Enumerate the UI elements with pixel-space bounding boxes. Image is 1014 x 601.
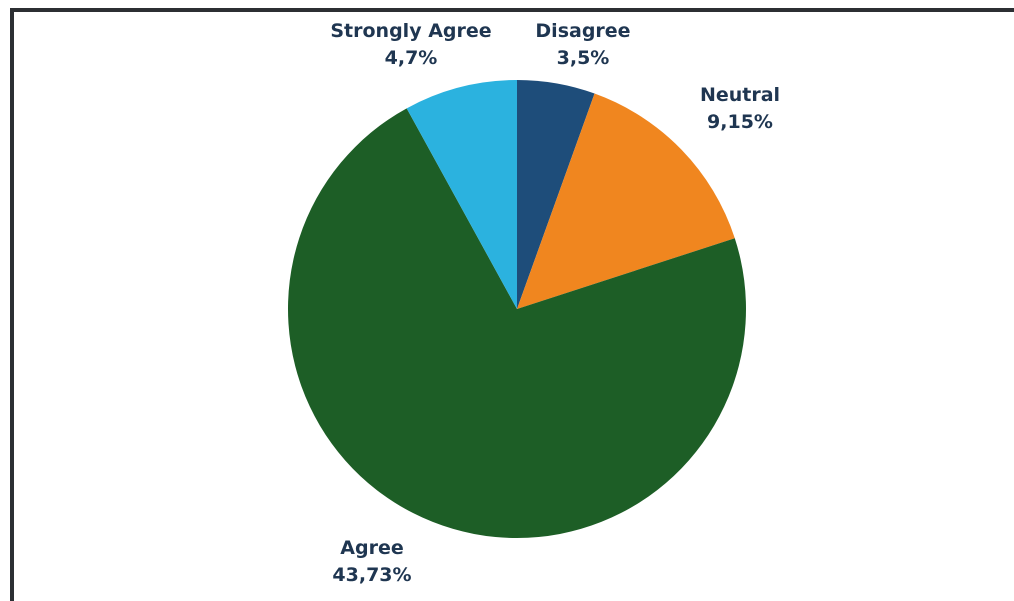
pie-slice-strongly-agree — [406, 80, 517, 309]
slice-label-disagree: Disagree 3,5% — [520, 18, 646, 72]
slice-name-strongly-agree: Strongly Agree — [330, 20, 492, 42]
slice-value-strongly-agree: 4,7% — [384, 47, 438, 69]
slice-label-strongly-agree: Strongly Agree 4,7% — [316, 18, 506, 72]
slice-value-agree: 43,73% — [332, 564, 412, 586]
pie-slice-neutral — [517, 93, 735, 309]
slice-value-neutral: 9,15% — [707, 111, 773, 133]
pie-slice-disagree — [517, 80, 595, 309]
slice-label-neutral: Neutral 9,15% — [680, 82, 800, 136]
slice-name-disagree: Disagree — [535, 20, 631, 42]
slice-name-neutral: Neutral — [699, 84, 781, 106]
pie-slice-agree — [287, 108, 746, 539]
slice-label-agree: Agree 43,73% — [312, 535, 432, 589]
slice-value-disagree: 3,5% — [556, 47, 610, 69]
slice-name-agree: Agree — [340, 537, 404, 559]
